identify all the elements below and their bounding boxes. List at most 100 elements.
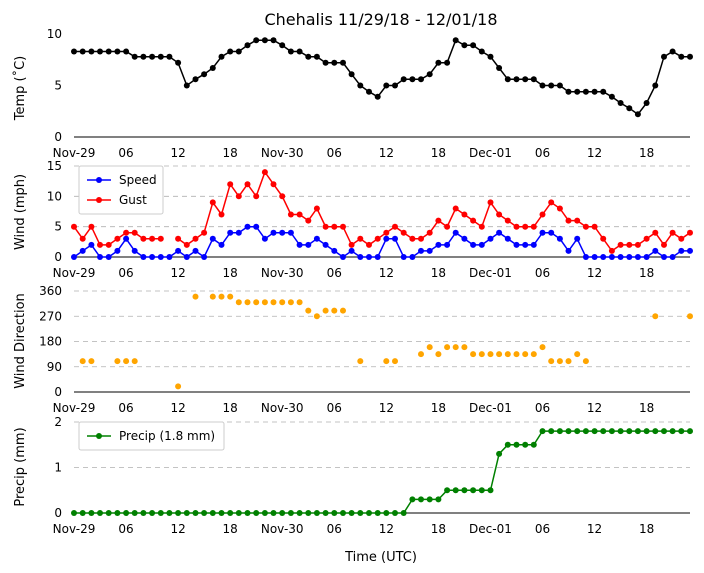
data-point [183,254,190,260]
x-tick-label: 06 [535,522,550,536]
data-point [114,358,121,365]
series-line [73,225,161,246]
y-tick-label: 10 [47,189,62,203]
data-point [400,229,407,236]
data-point [470,351,477,358]
data-point [140,254,147,260]
data-point [678,428,685,435]
data-point [201,254,208,260]
data-point [366,254,372,260]
data-point [374,510,381,516]
data-point [608,428,615,435]
data-point [634,428,641,435]
x-tick-label: 18 [639,266,654,280]
data-point [175,510,182,516]
x-tick-label: 18 [223,401,238,415]
data-point [123,358,130,365]
data-point [444,344,451,351]
data-point [591,254,598,260]
data-point [452,229,459,236]
data-point [218,510,225,516]
data-point [227,510,234,516]
data-point [140,510,147,516]
data-point [366,241,372,248]
data-point [313,510,320,516]
data-point [652,428,659,435]
legend-label: Precip (1.8 mm) [119,429,215,443]
data-point [166,254,173,260]
data-point [331,223,338,230]
data-point [608,254,615,260]
data-point [634,111,641,118]
data-point [565,217,572,224]
data-point [166,53,173,60]
y-axis-label: Temp (˚C) [12,56,28,122]
data-point [556,358,563,365]
x-tick-label: 12 [587,266,602,280]
data-point [305,217,312,224]
y-axis-label: Precip (mm) [13,427,28,506]
data-point [287,211,294,218]
x-tick-label: Nov-30 [261,401,304,415]
data-point [574,217,581,224]
panel-dir: 0 90 180 270 360 Wind Direction Nov-29 06 12 18 No… [13,284,693,415]
data-point [409,76,416,83]
data-point [287,48,294,55]
data-point [530,223,537,230]
data-point [244,42,251,49]
data-point [218,211,225,218]
x-tick-label: 18 [431,401,446,415]
x-tick-label: 18 [431,522,446,536]
data-point [392,235,398,242]
x-tick-label: Nov-29 [53,266,96,280]
data-point [548,199,555,206]
data-point [513,351,520,358]
data-point [201,71,208,78]
y-axis-label: Wind Direction [13,293,28,389]
data-point [504,441,511,448]
data-point [296,299,303,306]
data-point [374,93,381,100]
data-point [608,247,615,254]
data-point [88,358,95,365]
data-point [149,254,156,260]
x-tick-label: Dec-01 [469,266,512,280]
data-point [487,351,494,358]
data-point [487,53,494,60]
y-tick-label: 0 [54,250,62,264]
data-point [287,229,294,236]
data-point [192,235,199,242]
x-tick-label: 18 [639,522,654,536]
x-tick-label: 12 [170,266,185,280]
data-point [175,247,182,254]
data-point [261,235,268,242]
data-point [669,428,676,435]
x-tick-label: 06 [535,266,550,280]
data-point [114,247,121,254]
data-point [322,510,329,516]
data-point [88,48,95,55]
data-point [444,241,451,248]
data-point [79,235,86,242]
data-point [322,59,329,66]
data-point [617,241,624,248]
x-tick-label: 12 [170,522,185,536]
data-point [444,223,451,230]
data-point [79,358,86,365]
data-point [513,441,520,448]
x-tick-label: 06 [327,146,342,160]
y-tick-label: 2 [54,415,62,429]
data-point [513,76,520,83]
data-point [383,235,390,242]
data-point [157,254,164,260]
data-point [374,254,381,260]
data-point [496,351,503,358]
data-point [487,235,494,242]
data-point [600,88,607,95]
data-point [556,82,563,89]
x-tick-label: 06 [327,266,342,280]
data-point [661,428,667,435]
data-point [322,241,329,248]
data-point [626,241,633,248]
